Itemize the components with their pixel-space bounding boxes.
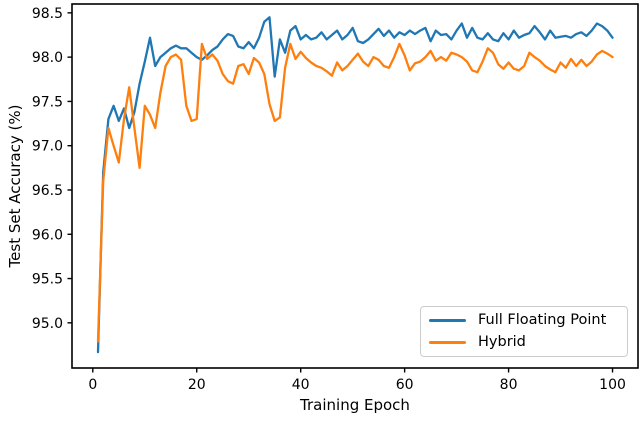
y-tick-label: 97.0: [32, 139, 63, 155]
series-line-hybrid: [96, 42, 614, 343]
y-tick-label: 96.0: [32, 227, 63, 243]
x-tick-label: 0: [88, 377, 97, 393]
y-tick-label: 98.0: [32, 50, 63, 66]
legend-line-swatch-orange: [429, 341, 466, 345]
legend: Full Floating Point Hybrid: [420, 306, 628, 357]
legend-label: Full Floating Point: [478, 312, 607, 329]
legend-item-hybrid: Hybrid: [421, 332, 627, 354]
series-lines: [96, 16, 614, 354]
x-tick-label: 80: [500, 377, 518, 393]
y-tick-label: 96.5: [32, 183, 63, 199]
y-axis-label: Test Set Accuracy (%): [6, 105, 24, 269]
x-tick-label: 40: [292, 377, 310, 393]
x-tick-label: 100: [599, 377, 626, 393]
series-line-full-floating-point: [96, 16, 614, 354]
legend-label: Hybrid: [478, 334, 526, 351]
y-tick-label: 97.5: [32, 94, 63, 110]
legend-line-swatch-blue: [429, 318, 466, 322]
x-tick-label: 20: [188, 377, 206, 393]
y-tick-label: 95.0: [32, 316, 63, 332]
x-axis-ticks: 0 20 40 60 80 100: [88, 368, 626, 393]
x-axis-label: Training Epoch: [299, 396, 410, 414]
y-tick-label: 98.5: [32, 6, 63, 22]
legend-item-full-floating-point: Full Floating Point: [421, 309, 627, 331]
plot-area-border: [71, 3, 639, 369]
y-axis-ticks: 95.0 95.5 96.0 96.5 97.0 97.5 98.0 98.5: [32, 6, 72, 332]
x-tick-label: 60: [396, 377, 414, 393]
y-tick-label: 95.5: [32, 272, 63, 288]
